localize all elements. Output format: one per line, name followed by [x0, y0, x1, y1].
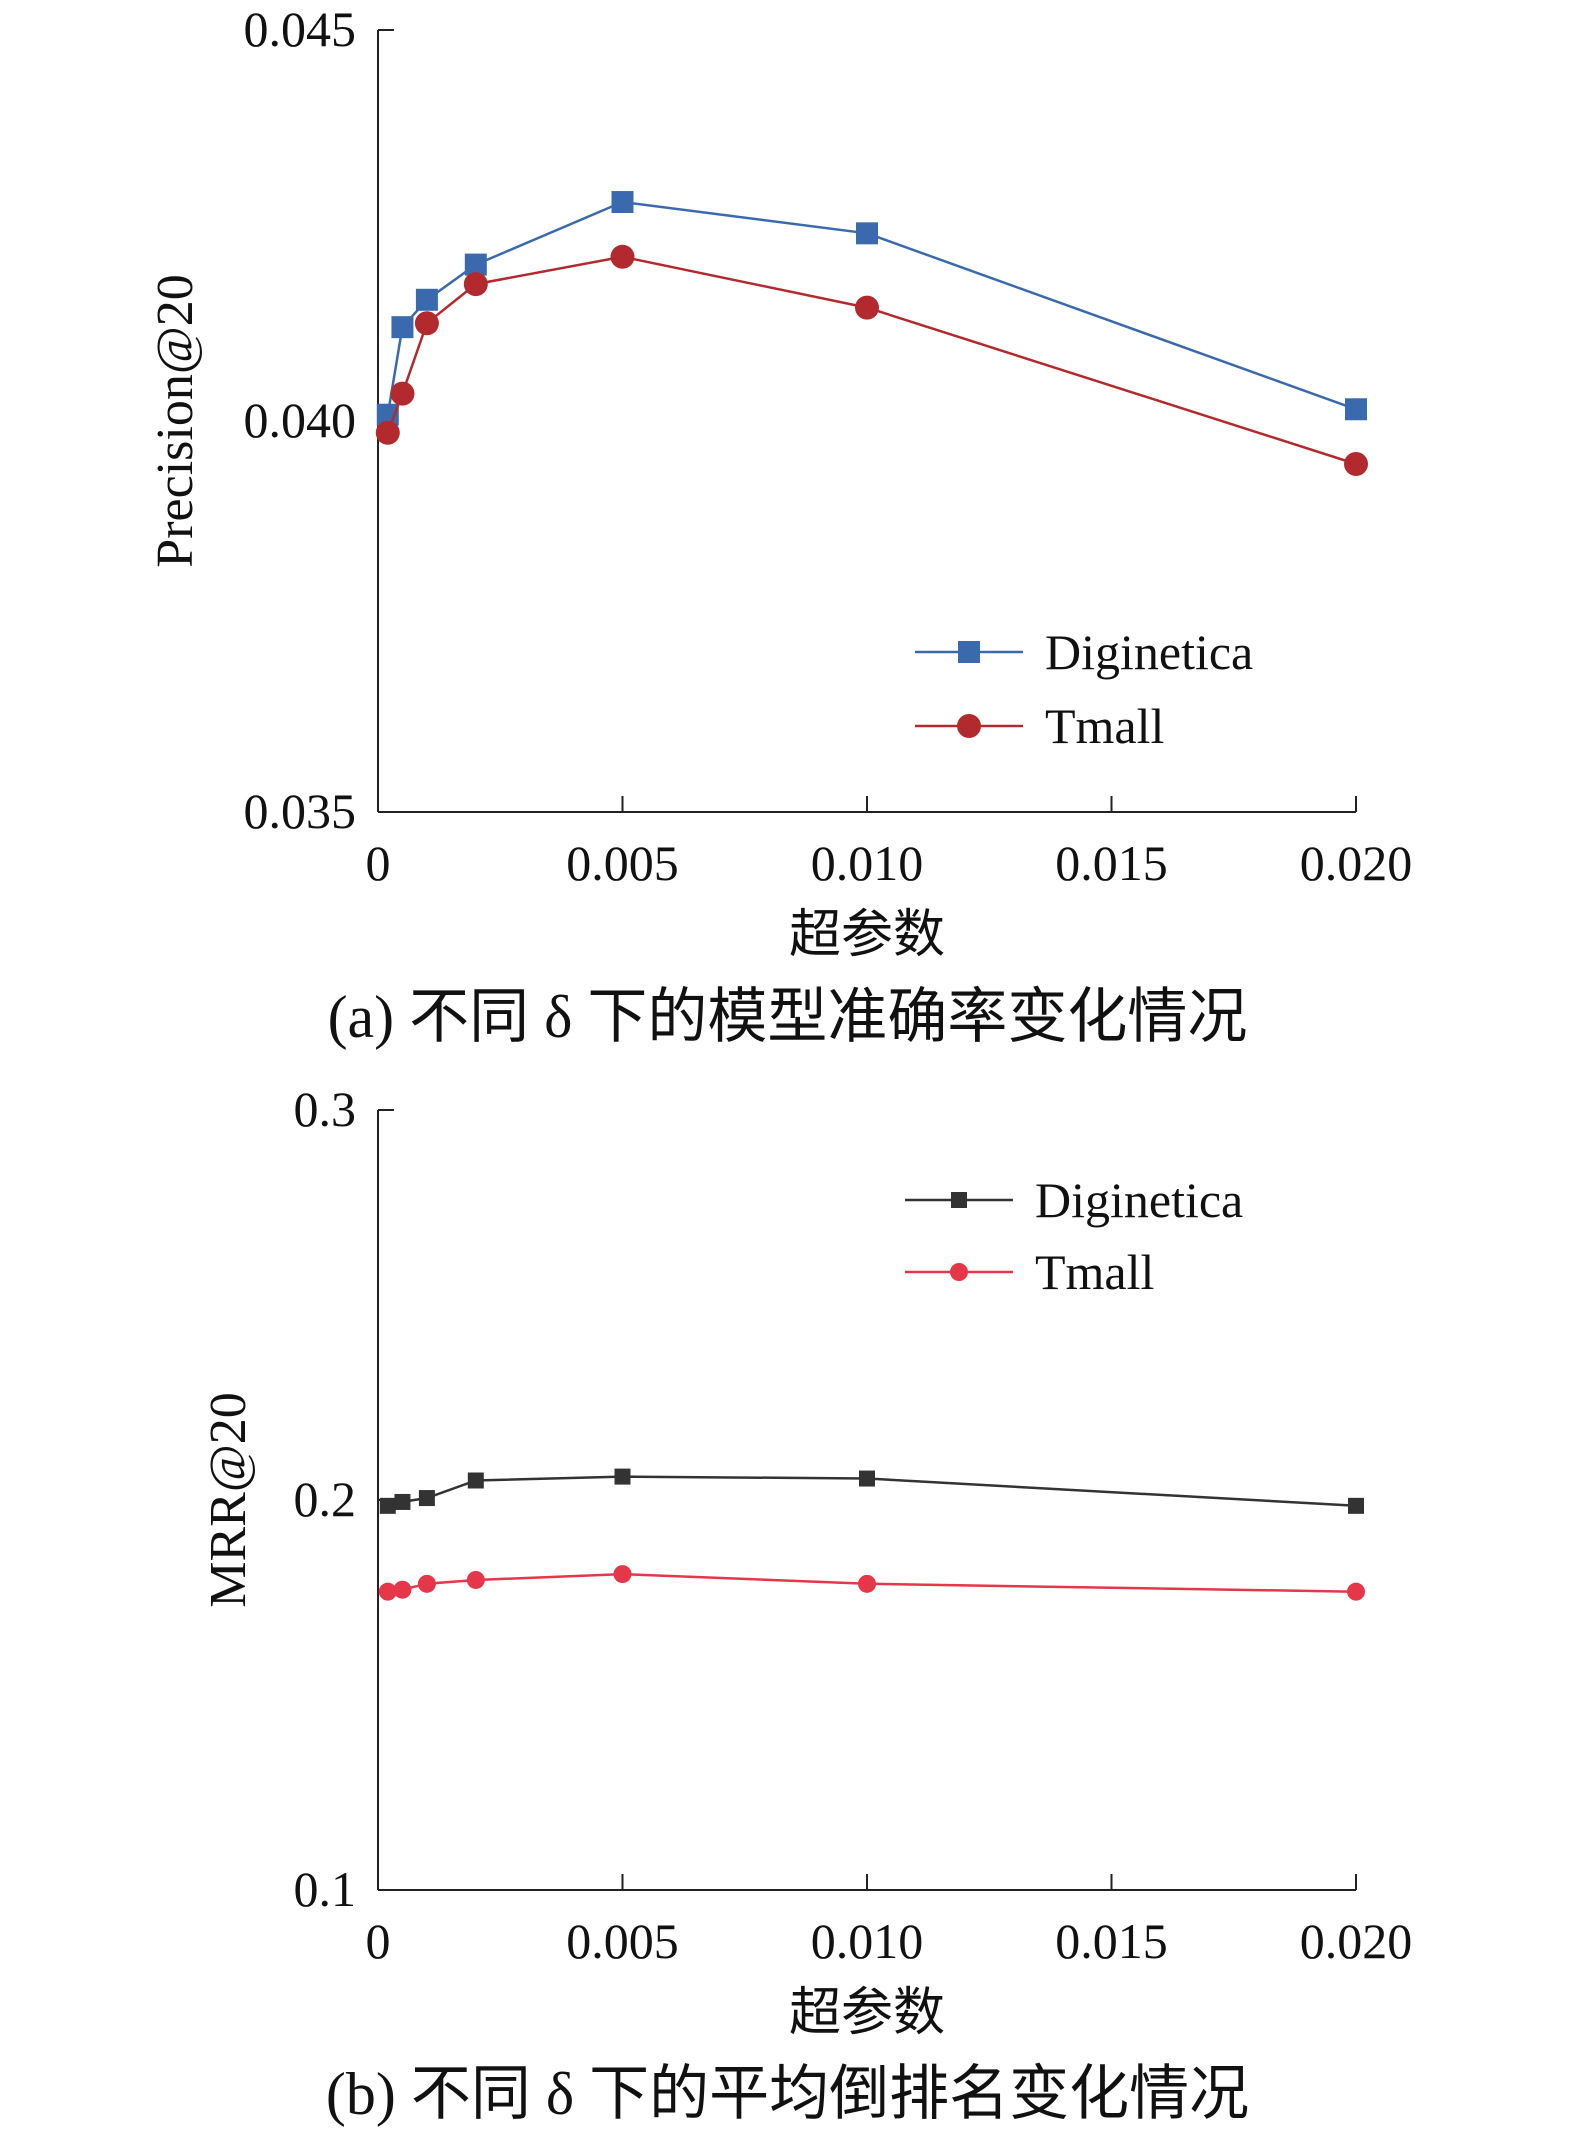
series-tmall: Tmall: [378, 1244, 1365, 1601]
x-tick-label: 0.015: [1055, 1913, 1168, 1969]
data-point: [394, 1493, 411, 1510]
data-point: [855, 295, 879, 320]
x-tick-label: 0.005: [566, 1913, 679, 1969]
data-point: [417, 1574, 436, 1593]
data-point: [375, 420, 400, 445]
legend-marker: [958, 641, 980, 663]
data-point: [414, 311, 439, 336]
data-point: [613, 1565, 632, 1584]
x-axis-title: 超参数: [789, 1985, 945, 2042]
data-point: [1347, 1582, 1365, 1601]
legend-label: Diginetica: [1045, 624, 1253, 680]
y-tick-label: 0.2: [294, 1471, 357, 1527]
data-point: [378, 1582, 397, 1601]
series-tmall: Tmall: [375, 244, 1368, 754]
legend-label: Tmall: [1035, 1244, 1154, 1300]
series-line: [386, 255, 1357, 466]
x-axis-title: 超参数: [789, 907, 945, 964]
y-tick-label: 0.3: [294, 1081, 357, 1137]
data-point: [614, 1468, 631, 1485]
data-point: [393, 1580, 412, 1599]
data-point: [464, 253, 487, 276]
data-point: [379, 1497, 396, 1514]
data-point: [610, 244, 635, 269]
y-tick-label: 0.040: [244, 392, 357, 448]
chart-a: 0 0.005 0.010 0.015 0.020 0.035 0.040 0.045 超参数 P…: [147, 1, 1412, 964]
data-point: [1344, 452, 1368, 477]
series-diginetica: Diginetica: [379, 1172, 1364, 1514]
data-point: [1345, 398, 1367, 421]
x-tick-label: 0.010: [811, 835, 924, 891]
y-axis-title: Precision@20: [147, 274, 204, 567]
x-tick-label: 0.015: [1055, 835, 1168, 891]
legend-label: Tmall: [1045, 698, 1164, 754]
x-tick-label: 0: [366, 1913, 391, 1969]
chart-a-caption: (a) 不同 δ 下的模型准确率变化情况: [327, 984, 1248, 1050]
series-diginetica: Diginetica: [376, 191, 1367, 680]
legend-marker: [957, 714, 981, 738]
data-point: [390, 381, 415, 406]
x-tick-label: 0: [366, 835, 391, 891]
data-point: [859, 1470, 875, 1487]
data-point: [858, 1574, 876, 1593]
data-point: [856, 222, 878, 245]
legend-marker: [950, 1263, 968, 1281]
y-tick-label: 0.045: [244, 1, 357, 57]
y-tick-label: 0.035: [244, 783, 357, 839]
y-tick-label: 0.1: [294, 1861, 357, 1917]
data-point: [467, 1472, 484, 1489]
x-tick-label: 0.005: [566, 835, 679, 891]
data-point: [463, 272, 488, 297]
x-tick-label: 0.020: [1300, 835, 1413, 891]
data-point: [611, 191, 634, 214]
x-tick-label: 0.020: [1300, 1913, 1413, 1969]
data-point: [415, 288, 438, 311]
chart-b: 0 0.005 0.010 0.015 0.020 0.1 0.2 0.3 超参数 MRR@20 D…: [200, 1081, 1412, 2042]
legend-label: Diginetica: [1035, 1172, 1243, 1228]
x-tick-label: 0.010: [811, 1913, 924, 1969]
chart-b-caption: (b) 不同 δ 下的平均倒排名变化情况: [325, 2061, 1250, 2127]
data-point: [466, 1570, 485, 1589]
data-point: [1348, 1497, 1364, 1514]
y-axis-title: MRR@20: [200, 1392, 257, 1608]
data-point: [391, 316, 414, 339]
data-point: [418, 1490, 435, 1507]
legend-marker: [951, 1192, 967, 1208]
